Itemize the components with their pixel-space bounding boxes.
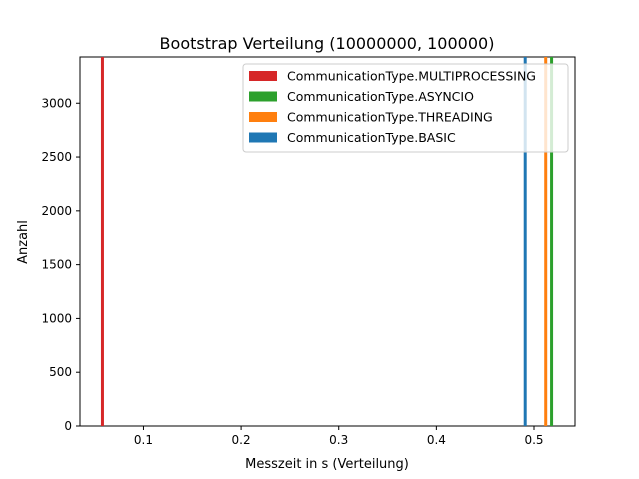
y-tick-label: 2000 [41,204,72,218]
plot-frame [79,56,576,427]
legend-label: CommunicationType.BASIC [287,130,456,145]
y-tick-label: 2500 [41,150,72,164]
x-tick-label: 0.3 [329,433,348,447]
x-tick-label: 0.1 [134,433,153,447]
legend-label: CommunicationType.THREADING [287,110,493,125]
y-tick-label: 1500 [41,258,72,272]
legend-swatch [249,91,277,102]
legend-box [242,63,569,153]
legend: CommunicationType.MULTIPROCESSING Communi… [242,63,569,153]
legend-label: CommunicationType.MULTIPROCESSING [287,69,536,84]
x-tick-label: 0.5 [524,433,543,447]
legend-swatch [249,112,277,122]
y-axis-label: Anzahl [16,220,31,264]
y-tick-label: 3000 [41,96,72,110]
legend-swatch [249,132,277,143]
x-tick-label: 0.4 [427,433,446,447]
x-axis: 0.1 0.2 0.3 0.4 0.5 [134,426,544,447]
legend-label: CommunicationType.ASYNCIO [287,89,474,104]
plot-area [79,56,576,427]
bar-multiprocessing [100,57,104,426]
legend-swatch [249,71,277,81]
x-axis-label: Messzeit in s (Verteilung) [245,457,409,472]
y-tick-label: 1000 [41,311,72,325]
histogram-bars [100,57,554,426]
bar-asyncio [550,57,554,426]
bar-basic [523,57,527,426]
y-tick-label: 0 [64,419,72,433]
chart-title: Bootstrap Verteilung (10000000, 100000) [160,34,495,53]
bar-threading [544,57,548,426]
y-tick-label: 500 [49,365,72,379]
y-axis: 0 500 1000 1500 2000 2500 3000 [41,96,80,433]
x-tick-label: 0.2 [232,433,251,447]
